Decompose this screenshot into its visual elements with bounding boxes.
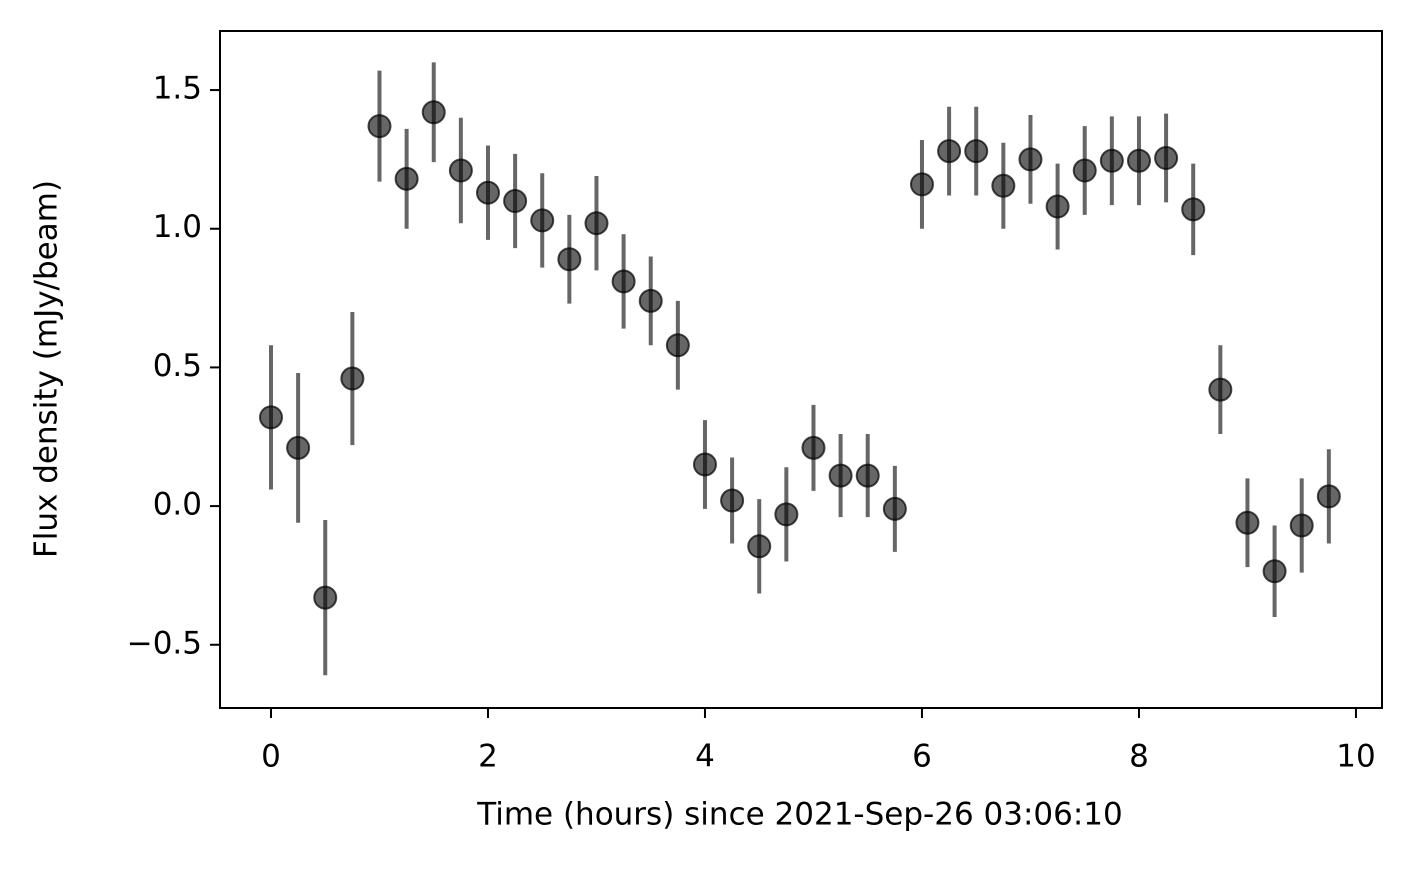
data-point — [286, 435, 311, 460]
y-tick-label: 1.5 — [153, 71, 202, 107]
x-tick-label: 4 — [695, 739, 715, 775]
data-point — [937, 139, 962, 164]
data-point — [611, 269, 636, 294]
data-point — [909, 172, 934, 197]
y-tick-label: 0.5 — [153, 348, 202, 384]
data-point — [1208, 377, 1233, 402]
data-point — [1235, 510, 1260, 535]
data-point — [367, 114, 392, 139]
data-point — [1262, 559, 1287, 584]
data-point — [421, 100, 446, 125]
data-point — [774, 502, 799, 527]
y-axis-label: Flux density (mJy/beam) — [29, 180, 65, 558]
data-point — [557, 247, 582, 272]
data-point — [692, 452, 717, 477]
data-point — [1316, 484, 1341, 509]
y-tick-label: 1.0 — [153, 209, 202, 245]
x-tick-label: 10 — [1336, 739, 1375, 775]
data-point — [801, 435, 826, 460]
data-point — [991, 173, 1016, 198]
data-point — [1126, 148, 1151, 173]
data-point — [1072, 158, 1097, 183]
data-point — [530, 208, 555, 233]
data-point — [1154, 146, 1179, 171]
data-point — [828, 463, 853, 488]
data-point — [747, 534, 772, 559]
data-point — [720, 488, 745, 513]
data-point — [964, 139, 989, 164]
x-axis-label: Time (hours) since 2021-Sep-26 03:06:10 — [476, 797, 1123, 833]
x-tick-label: 8 — [1129, 739, 1149, 775]
data-point — [1289, 513, 1314, 538]
data-point — [665, 333, 690, 358]
data-point — [1018, 147, 1043, 172]
data-point — [448, 158, 473, 183]
x-tick-label: 6 — [912, 739, 932, 775]
data-point — [475, 180, 500, 205]
plot-frame — [219, 30, 1383, 709]
y-tick-label: −0.5 — [127, 625, 202, 661]
data-point — [503, 189, 528, 214]
data-point — [1099, 148, 1124, 173]
data-point — [855, 463, 880, 488]
data-point — [340, 366, 365, 391]
data-point — [638, 288, 663, 313]
data-point — [1045, 194, 1070, 219]
y-tick-label: 0.0 — [153, 487, 202, 523]
data-point — [313, 585, 338, 610]
data-point — [584, 211, 609, 236]
data-point — [258, 405, 283, 430]
data-point — [1181, 197, 1206, 222]
x-tick-label: 0 — [261, 739, 281, 775]
data-point — [394, 166, 419, 191]
x-tick-label: 2 — [478, 739, 498, 775]
data-point — [882, 496, 907, 521]
